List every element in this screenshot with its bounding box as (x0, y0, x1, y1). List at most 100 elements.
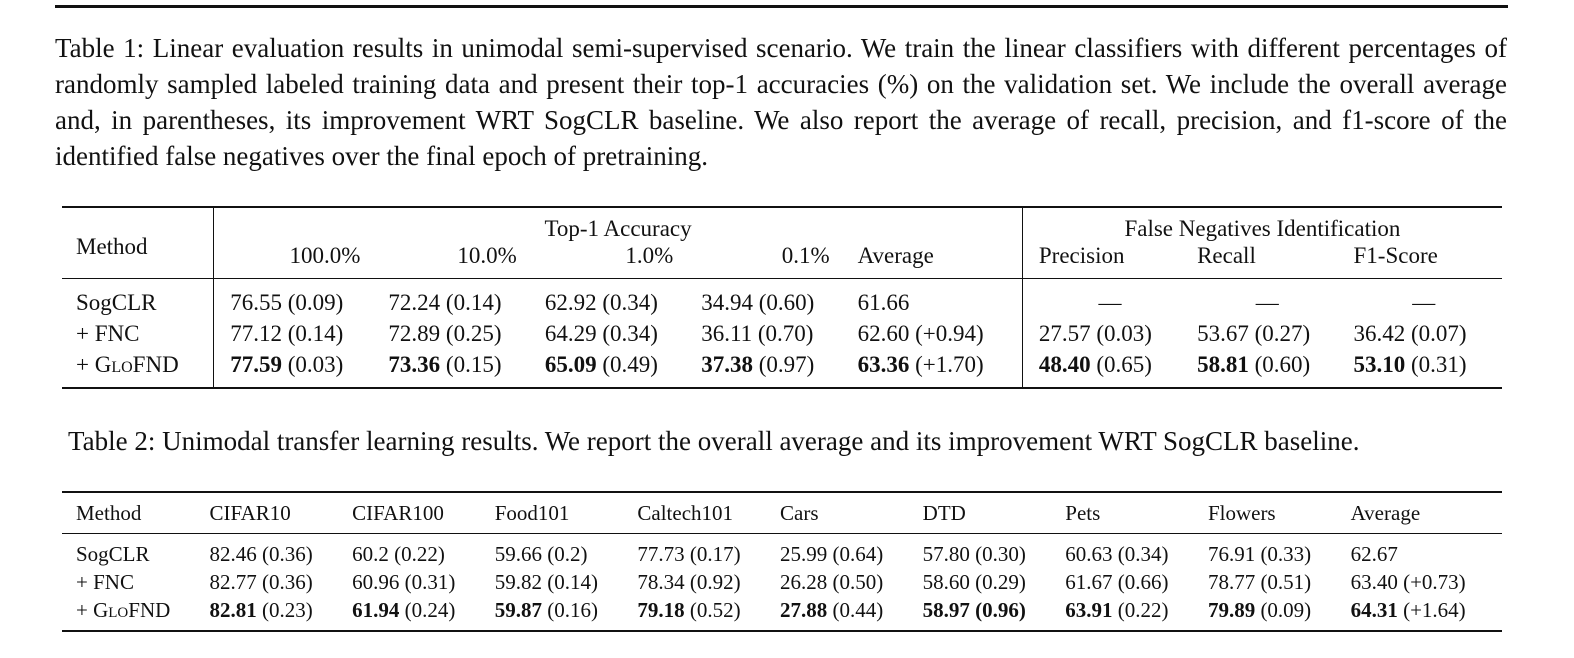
value-cell: 57.80 (0.30) (922, 541, 1026, 566)
best-value: 77.59 (230, 351, 282, 377)
table2-col-header: Method (76, 500, 142, 525)
table2-col-header: Food101 (494, 500, 570, 525)
best-value: 63.36 (857, 351, 910, 377)
best-value: 27.88 (780, 597, 828, 622)
value-cell: 37.38 (0.97) (701, 351, 815, 377)
table-row: + FNC 82.77 (0.36) 60.96 (0.31) 59.82 (0.14… (62, 568, 1502, 596)
value-cell: 76.91 (0.33) (1207, 541, 1312, 566)
table1-col-header: 0.1% (781, 243, 830, 268)
value-cell: 53.67 (0.27) (1197, 320, 1311, 346)
table2: Method CIFAR10 CIFAR100 Food101 Caltech101 Ca… (62, 491, 1502, 632)
top-rule (55, 5, 1508, 8)
table-row: + GloFND 82.81 (0.23) 61.94 (0.24) 59.87 (0… (62, 596, 1502, 631)
value-cell: 77.12 (0.14) (213, 318, 381, 349)
value-cell: — (1412, 289, 1436, 315)
table1-col-header: 100.0% (213, 242, 381, 279)
value-cell: 79.89 (0.09) (1207, 597, 1312, 622)
value-cell: 59.87 (0.16) (494, 597, 598, 622)
method-cell: + GloFND (76, 351, 179, 377)
best-value: 58.97 (0.96) (922, 597, 1026, 622)
table2-col-header: CIFAR100 (352, 500, 444, 525)
table1-col-header: Recall (1197, 243, 1256, 268)
table2-col-header: Flowers (1207, 500, 1276, 525)
method-cell: SogCLR (76, 541, 150, 566)
value-cell: 73.36 (0.15) (388, 351, 502, 377)
best-value: 73.36 (388, 351, 441, 377)
value-cell: 82.81 (0.23) (209, 597, 313, 622)
value-cell: 58.60 (0.29) (922, 569, 1026, 594)
method-cell: + GloFND (76, 597, 171, 622)
table2-col-header: Average (1350, 500, 1421, 525)
value-cell: 34.94 (0.60) (701, 289, 815, 315)
value-cell: 63.91 (0.22) (1065, 597, 1169, 622)
best-value: 61.94 (352, 597, 400, 622)
value-cell: 53.10 (0.31) (1353, 351, 1467, 377)
table1-col-header: 1.0% (625, 243, 674, 268)
best-value: 48.40 (1038, 351, 1091, 377)
value-cell: 61.66 (857, 289, 910, 315)
table1-group-top1: Top-1 Accuracy (213, 207, 1023, 242)
value-cell: 60.96 (0.31) (352, 569, 456, 594)
value-cell: 59.66 (0.2) (494, 541, 588, 566)
value-cell: 78.34 (0.92) (637, 569, 741, 594)
value-cell: 61.94 (0.24) (352, 597, 456, 622)
value-cell: 63.36 (+1.70) (857, 351, 984, 377)
best-value: 79.18 (637, 597, 685, 622)
value-cell: 62.60 (+0.94) (857, 320, 984, 346)
value-cell: 64.31 (+1.64) (1350, 597, 1466, 622)
value-cell: 26.28 (0.50) (780, 569, 884, 594)
table1-col-header: Precision (1021, 242, 1190, 279)
value-cell: 77.59 (0.03) (213, 349, 381, 388)
value-cell: 72.89 (0.25) (388, 320, 502, 346)
value-cell: 59.82 (0.14) (494, 569, 598, 594)
value-cell: 64.29 (0.34) (544, 320, 658, 346)
value-cell: 60.63 (0.34) (1065, 541, 1169, 566)
best-value: 58.81 (1197, 351, 1249, 377)
table2-caption: Table 2: Unimodal transfer learning resu… (68, 426, 1360, 456)
value-cell: 62.67 (1350, 541, 1398, 566)
value-cell: 63.40 (+0.73) (1350, 569, 1466, 594)
value-cell: 36.42 (0.07) (1353, 320, 1467, 346)
table2-col-header: Cars (780, 500, 819, 525)
best-value: 79.89 (1207, 597, 1256, 622)
value-cell: 79.18 (0.52) (637, 597, 741, 622)
value-cell: 58.97 (0.96) (917, 596, 1060, 631)
value-cell: 27.88 (0.44) (780, 597, 884, 622)
table-row: + FNC 77.12 (0.14) 72.89 (0.25) 64.29 (0.34… (62, 318, 1502, 349)
table1-col-header: F1-Score (1353, 243, 1438, 268)
value-cell: 25.99 (0.64) (780, 541, 884, 566)
value-cell: 60.2 (0.22) (352, 541, 445, 566)
value-cell: 48.40 (0.65) (1021, 349, 1190, 388)
value-cell: 82.77 (0.36) (209, 569, 313, 594)
value-cell: 62.92 (0.34) (544, 289, 658, 315)
best-value: 37.38 (701, 351, 753, 377)
method-cell: + FNC (76, 569, 134, 594)
value-cell: 78.77 (0.51) (1207, 569, 1312, 594)
table2-col-header: Caltech101 (637, 500, 734, 525)
best-value: 53.10 (1353, 351, 1406, 377)
best-value: 59.87 (494, 597, 542, 622)
table-row: + GloFND 77.59 (0.03) 73.36 (0.15) 65.09 (0… (62, 349, 1502, 388)
table2-col-header: DTD (922, 500, 966, 525)
value-cell: — (1021, 278, 1190, 318)
table2-col-header: CIFAR10 (209, 500, 291, 525)
best-value: 82.81 (209, 597, 257, 622)
table1-col-header: Average (857, 243, 934, 268)
best-value: 65.09 (544, 351, 597, 377)
table1: Method Top-1 Accuracy False Negatives Id… (62, 206, 1502, 389)
value-cell: 61.67 (0.66) (1065, 569, 1169, 594)
method-cell: + FNC (76, 320, 140, 346)
value-cell: — (1255, 289, 1279, 315)
value-cell: 76.55 (0.09) (213, 278, 381, 318)
table-row: SogCLR 76.55 (0.09) 72.24 (0.14) 62.92 (0.3… (62, 278, 1502, 318)
value-cell: 58.81 (0.60) (1197, 351, 1311, 377)
best-value: 64.31 (1350, 597, 1398, 622)
best-value: 63.91 (1065, 597, 1113, 622)
value-cell: 77.73 (0.17) (637, 541, 741, 566)
table1-caption: Table 1: Linear evaluation results in un… (55, 33, 1507, 171)
table1-method-header: Method (76, 234, 148, 259)
value-cell: 72.24 (0.14) (388, 289, 502, 315)
table-row: SogCLR 82.46 (0.36) 60.2 (0.22) 59.66 (0.2)… (62, 534, 1502, 569)
table1-col-header: 10.0% (457, 243, 517, 268)
table1-group-fn: False Negatives Identification (1021, 207, 1502, 242)
